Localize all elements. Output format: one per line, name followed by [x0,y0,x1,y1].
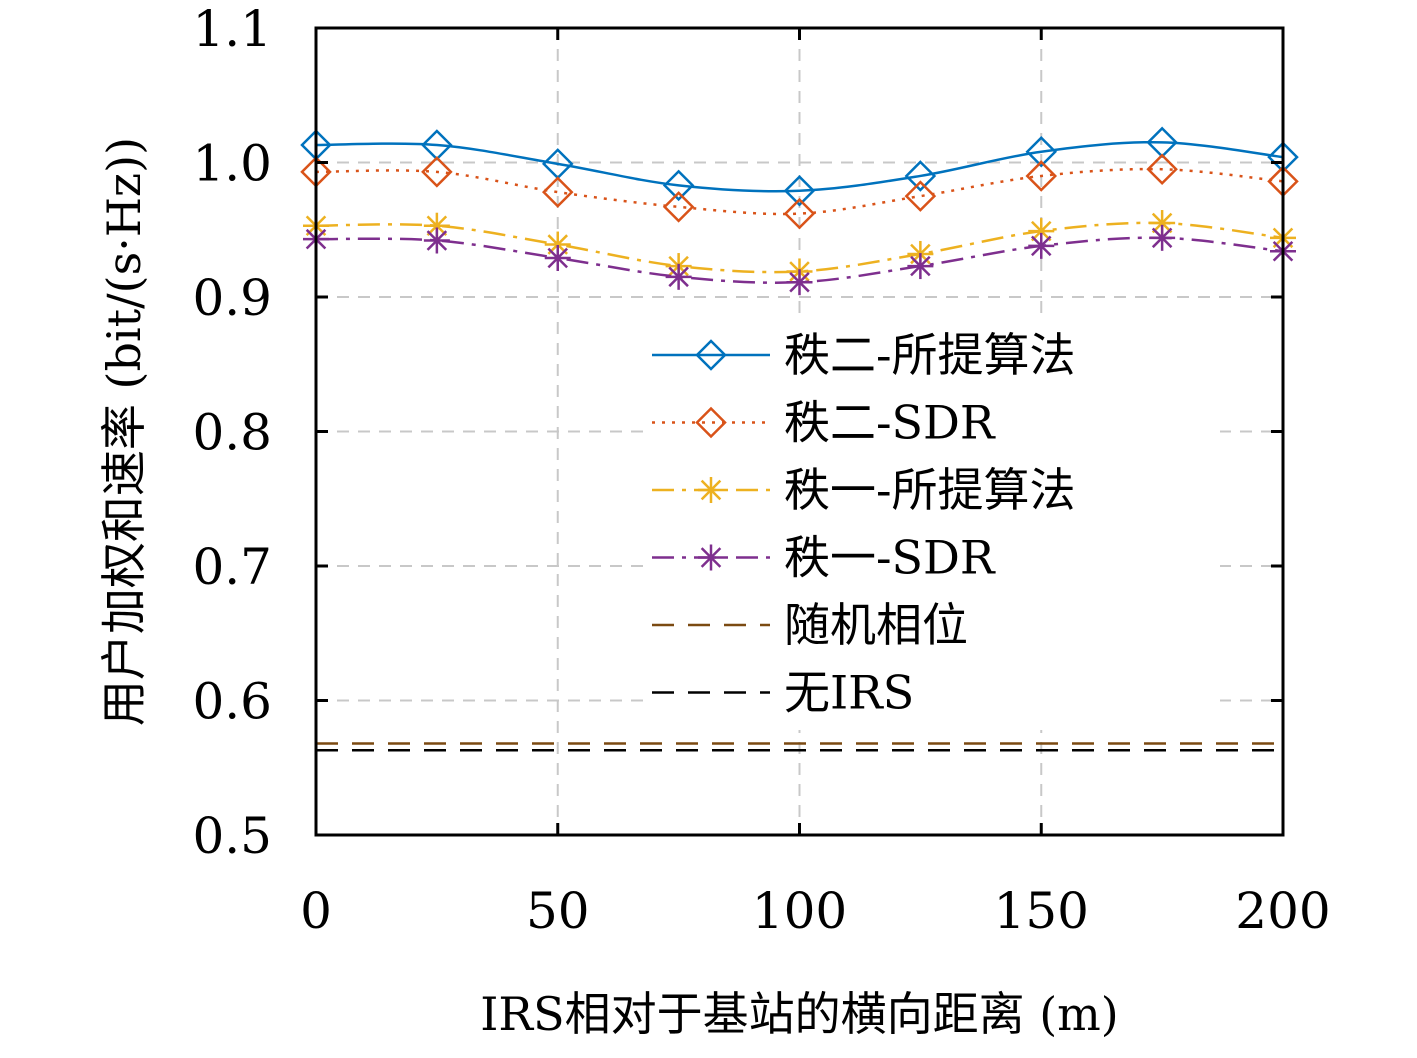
data-point [1025,135,1058,168]
data-point [1028,232,1055,259]
data-point [907,253,934,280]
data-point [1146,153,1178,185]
data-point [421,156,453,188]
data-point [544,244,571,271]
y-tick-label: 1.0 [192,135,272,193]
y-tick-label: 1.1 [192,0,272,58]
series-layer [300,126,1299,752]
series-1 [300,126,1299,207]
x-tick-label: 0 [300,882,332,940]
y-tick-label: 0.6 [192,673,272,731]
data-point [904,180,937,212]
data-point [662,191,695,223]
legend-marker [698,544,724,571]
legend-label: 秩二-所提算法 [784,328,1076,382]
legend-label: 无IRS [784,666,914,720]
x-tick-label: 150 [994,882,1089,940]
y-tick-label: 0.7 [192,538,272,596]
legend-marker [695,406,727,439]
legend-item: 随机相位 [652,598,968,652]
y-tick-label: 0.5 [192,807,272,865]
data-point [662,169,695,202]
series-line [315,221,1284,274]
y-tick-label: 0.8 [192,404,272,462]
legend-label: 秩一-SDR [784,531,996,585]
data-point [783,197,816,230]
data-point [786,269,813,296]
legend-item: 秩二-SDR [652,396,996,450]
legend-background [645,318,1220,730]
legend-marker [698,477,724,503]
series-2 [300,153,1299,230]
legend-label: 随机相位 [784,598,968,652]
data-point [423,212,450,239]
ticks: 0 50 100 150 200 0.5 0.6 0.7 0.8 0.9 1.0 1.1 [192,0,1330,940]
legend-label: 秩一-所提算法 [784,463,1076,517]
data-point [665,263,692,290]
data-point [783,174,816,207]
series-4 [303,224,1296,296]
legend-item: 秩一-所提算法 [652,463,1076,517]
data-point [1149,224,1176,251]
legend-item: 秩一-SDR [652,531,996,585]
x-tick-label: 100 [752,882,847,940]
x-tick-label: 50 [526,882,590,940]
data-point [1025,160,1058,192]
data-point [423,227,450,254]
y-tick-label: 0.9 [192,269,272,327]
series-line [315,140,1284,193]
legend-label: 秩二-SDR [784,396,996,450]
data-point [541,176,574,208]
data-point [1149,210,1176,237]
x-axis-label: IRS相对于基站的横向距离 (m) [480,987,1118,1041]
x-tick-label: 200 [1235,882,1330,940]
legend-item: 秩二-所提算法 [652,328,1076,382]
series-line [315,236,1284,284]
legend-marker [695,339,727,371]
y-axis-label: 用户加权和速率 (bit/(s·Hz)) [97,137,151,726]
legend-item: 无IRS [652,666,914,720]
data-point [904,160,937,192]
